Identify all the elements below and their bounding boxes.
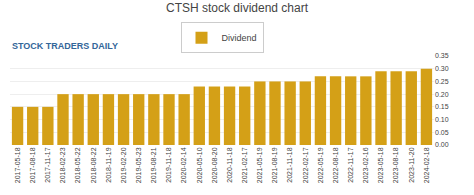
svg-text:2018-08-22: 2018-08-22 [90, 147, 97, 183]
svg-text:0.25: 0.25 [435, 78, 449, 85]
svg-text:2022-02-17: 2022-02-17 [302, 147, 309, 183]
svg-text:0.30: 0.30 [435, 65, 449, 72]
svg-text:2021-11-18: 2021-11-18 [286, 147, 293, 182]
svg-text:0.00: 0.00 [435, 141, 449, 148]
svg-text:2019-05-23: 2019-05-23 [135, 147, 142, 183]
svg-text:0.15: 0.15 [435, 103, 449, 110]
svg-text:2023-05-18: 2023-05-18 [377, 147, 384, 183]
svg-text:2021-05-19: 2021-05-19 [256, 147, 263, 183]
svg-text:2018-05-22: 2018-05-22 [74, 147, 81, 183]
svg-text:STOCK TRADERS DAILY: STOCK TRADERS DAILY [12, 41, 118, 51]
svg-text:2020-02-14: 2020-02-14 [180, 147, 187, 183]
svg-text:2019-11-18: 2019-11-18 [165, 147, 172, 182]
svg-text:CTSH stock dividend chart: CTSH stock dividend chart [166, 1, 309, 15]
svg-text:2021-02-17: 2021-02-17 [241, 147, 248, 183]
svg-text:2017-11-17: 2017-11-17 [44, 147, 51, 182]
svg-text:Dividend: Dividend [222, 33, 257, 43]
svg-text:2023-08-18: 2023-08-18 [392, 147, 399, 183]
svg-text:2018-02-23: 2018-02-23 [59, 147, 66, 183]
svg-text:2022-11-17: 2022-11-17 [347, 147, 354, 182]
svg-text:0.05: 0.05 [435, 129, 449, 136]
svg-text:2019-08-21: 2019-08-21 [150, 147, 157, 183]
svg-text:2022-05-19: 2022-05-19 [317, 147, 324, 183]
svg-text:0.35: 0.35 [435, 52, 449, 59]
svg-text:0.20: 0.20 [435, 91, 449, 98]
svg-text:2023-02-16: 2023-02-16 [362, 147, 369, 183]
svg-text:2020-11-18: 2020-11-18 [226, 147, 233, 182]
svg-text:2020-08-20: 2020-08-20 [211, 147, 218, 183]
svg-text:0.10: 0.10 [435, 116, 449, 123]
svg-text:2022-08-18: 2022-08-18 [332, 147, 339, 183]
svg-text:2017-05-18: 2017-05-18 [14, 147, 21, 183]
svg-text:2020-05-10: 2020-05-10 [196, 147, 203, 183]
svg-text:2021-08-19: 2021-08-19 [271, 147, 278, 183]
svg-text:2024-02-18: 2024-02-18 [423, 147, 430, 183]
svg-text:2023-11-20: 2023-11-20 [408, 147, 415, 182]
svg-text:2018-11-19: 2018-11-19 [105, 147, 112, 182]
svg-text:2017-08-18: 2017-08-18 [29, 147, 36, 183]
svg-text:2019-02-20: 2019-02-20 [120, 147, 127, 183]
